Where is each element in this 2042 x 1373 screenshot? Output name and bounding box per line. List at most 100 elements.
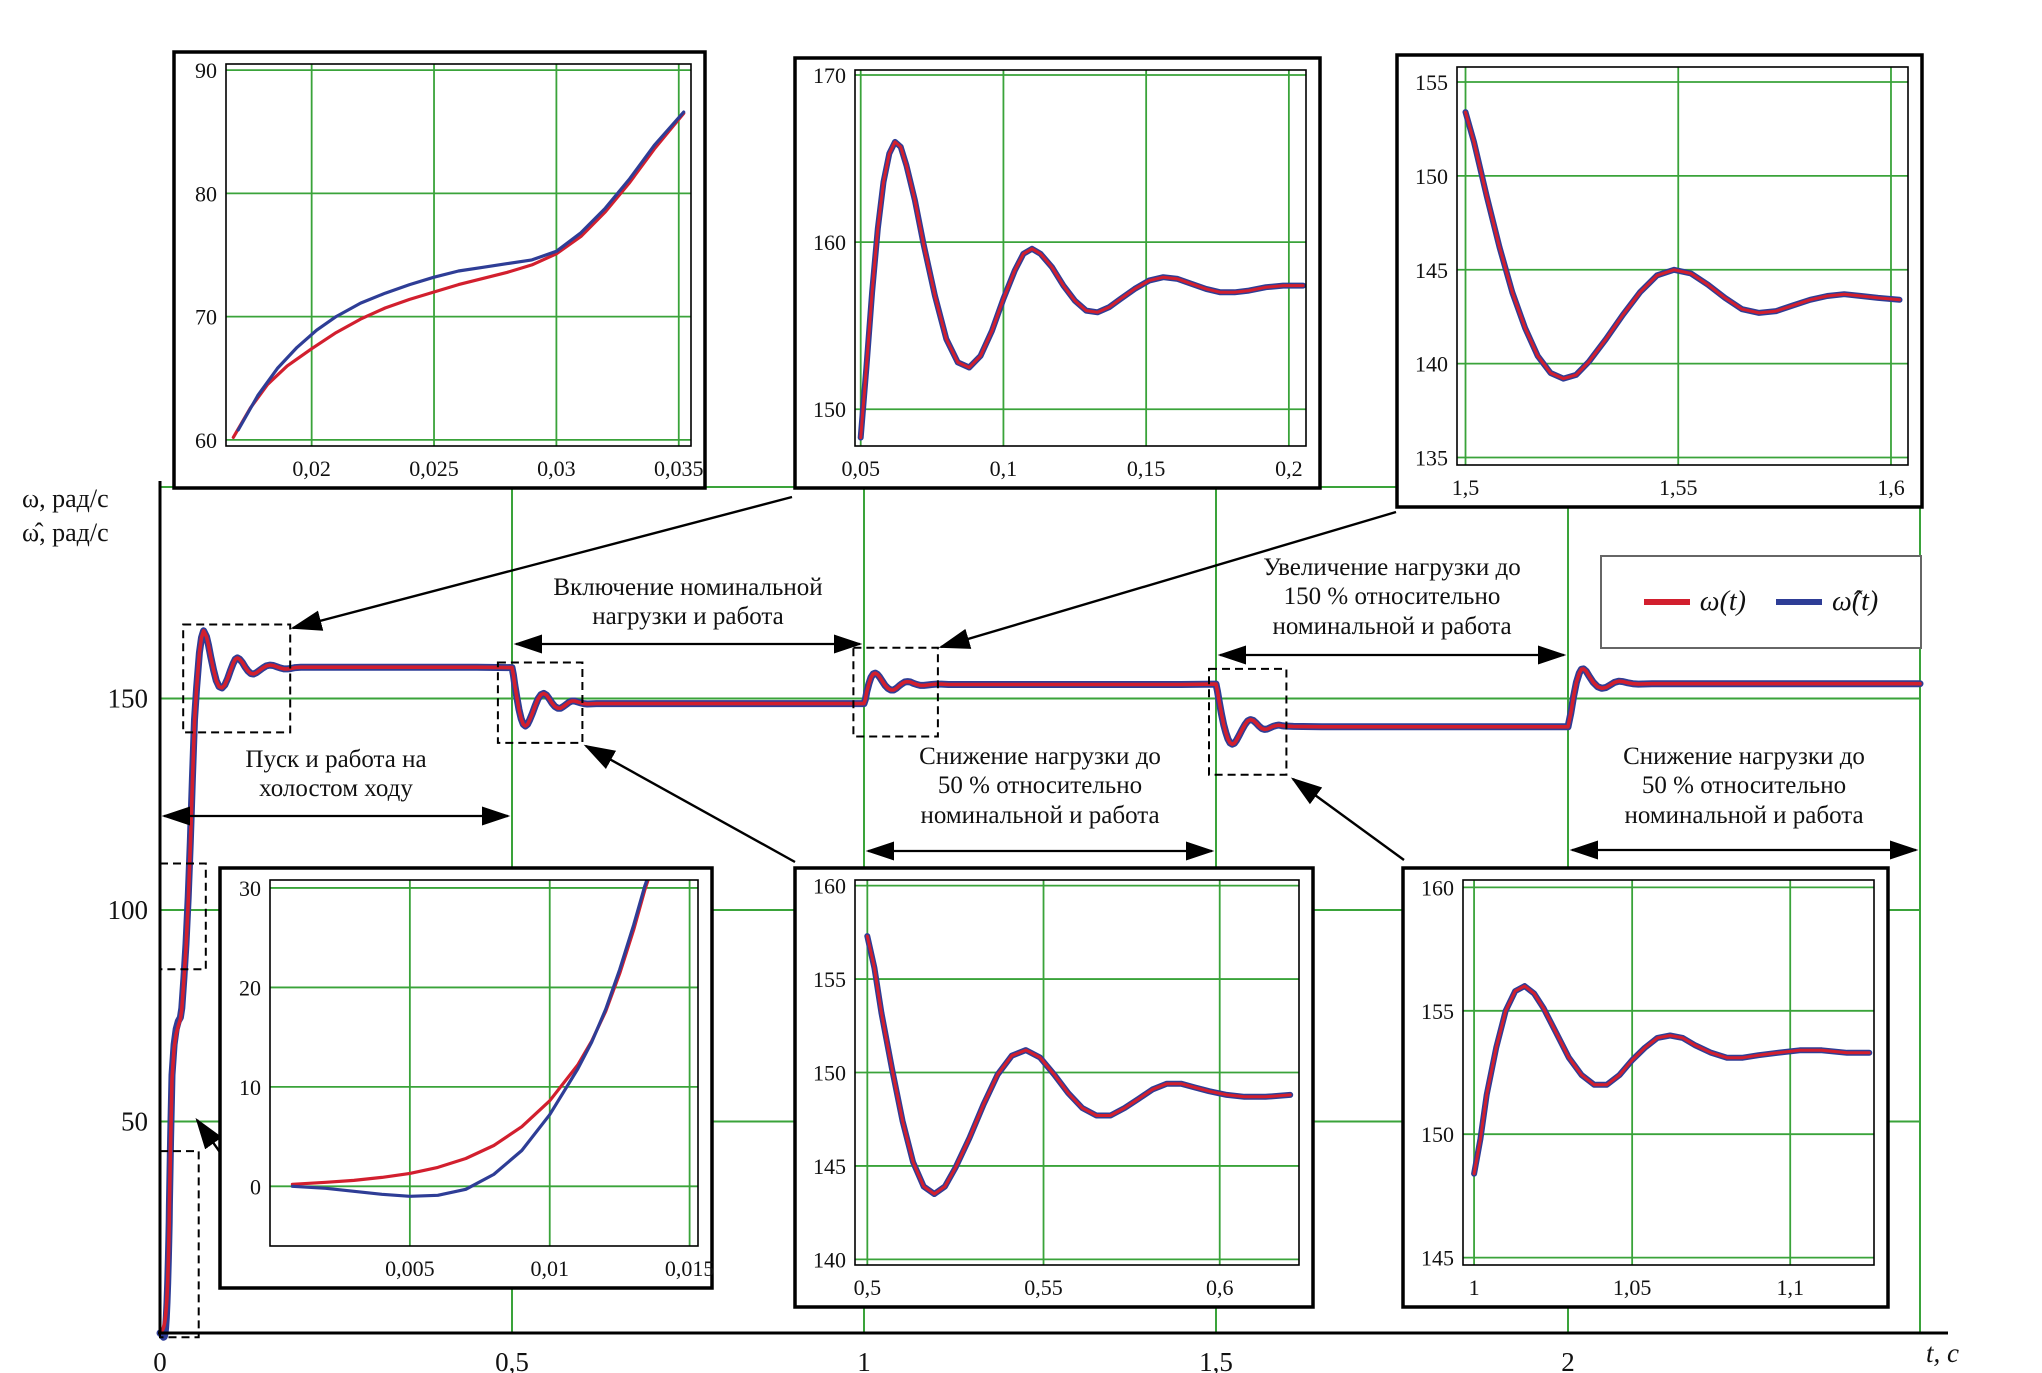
inset-frame — [218, 866, 714, 1290]
inset-load-decrease-50: 1 1,05 1,1 145 150 155 160 — [1401, 866, 1890, 1309]
svg-text:1,1: 1,1 — [1776, 1275, 1804, 1300]
svg-text:0,015: 0,015 — [665, 1256, 714, 1281]
svg-text:140: 140 — [813, 1247, 846, 1272]
inset-load-increase-150-chart: 1,5 1,55 1,6 135 140 145 150 155 — [1395, 53, 1924, 509]
zoom-region-box-5 — [159, 862, 207, 971]
svg-text:155: 155 — [1415, 70, 1448, 95]
legend-item-omega-hat: ω̂(t) — [1776, 586, 1878, 618]
annotation-nominal-load-on: Включение номинальной нагрузки и работа — [553, 574, 823, 631]
omega-curve — [158, 628, 1922, 1335]
annotation-load-decrease-50-second: Снижение нагрузки до 50 % относительно н… — [1623, 743, 1865, 829]
callout-arrow-5 — [195, 1117, 223, 1156]
inset-nominal-load-on-chart: 0,5 0,55 0,6 140 145 150 155 160 — [793, 866, 1315, 1309]
omega-hat-line-swatch — [1776, 599, 1822, 605]
inset-startup-ramp-chart: 0,02 0,025 0,03 0,035 60 70 80 90 — [172, 50, 707, 490]
callout-arrow-1 — [290, 495, 793, 631]
legend-label-omega-hat: ω̂(t) — [1832, 586, 1879, 617]
svg-text:140: 140 — [1415, 352, 1448, 377]
zoom-region-box-6 — [159, 1150, 200, 1339]
svg-text:1: 1 — [857, 1347, 871, 1373]
svg-text:170: 170 — [813, 63, 846, 88]
svg-text:0: 0 — [250, 1174, 261, 1199]
annotation-load-decrease-50-first: Снижение нагрузки до 50 % относительно н… — [919, 743, 1161, 829]
svg-text:0,55: 0,55 — [1024, 1275, 1063, 1300]
svg-text:135: 135 — [1415, 445, 1448, 470]
svg-text:160: 160 — [813, 874, 846, 899]
svg-text:1,6: 1,6 — [1877, 475, 1905, 500]
legend: ω(t) ω̂(t) — [1600, 555, 1922, 649]
svg-text:0,03: 0,03 — [537, 456, 576, 481]
svg-text:1,05: 1,05 — [1613, 1275, 1652, 1300]
omega-curve — [865, 934, 1292, 1196]
y-axis-label: ω, рад/с ω̂, рад/с — [22, 484, 109, 547]
svg-text:60: 60 — [195, 428, 217, 453]
zoom-region-box-1 — [182, 623, 292, 734]
svg-text:150: 150 — [813, 397, 846, 422]
inset-startup-initial-chart: 0,005 0,01 0,015 0 10 20 30 — [218, 866, 714, 1290]
svg-text:80: 80 — [195, 181, 217, 206]
annotation-load-increase-150: Увеличение нагрузки до 150 % относительн… — [1263, 554, 1521, 640]
svg-text:2: 2 — [1561, 1347, 1575, 1373]
svg-text:1,5: 1,5 — [1452, 475, 1480, 500]
annotation-startup-idle: Пуск и работа на холостом ходу — [245, 746, 427, 803]
omega-hat-curve — [236, 110, 686, 432]
callout-arrow-3 — [583, 744, 796, 864]
inset-nominal-load-on: 0,5 0,55 0,6 140 145 150 155 160 — [793, 866, 1315, 1309]
inset-frame — [1401, 866, 1890, 1309]
svg-text:0,2: 0,2 — [1275, 456, 1303, 481]
inset-load-decrease-50-chart: 1 1,05 1,1 145 150 155 160 — [1401, 866, 1890, 1309]
omega-curve — [231, 111, 686, 439]
omega-hat-curve — [290, 880, 649, 1198]
svg-text:145: 145 — [1415, 258, 1448, 283]
svg-text:160: 160 — [1421, 875, 1454, 900]
svg-text:0,15: 0,15 — [1127, 456, 1166, 481]
zoom-region-box-3 — [852, 646, 939, 738]
inset-frame — [793, 866, 1315, 1309]
svg-text:1,5: 1,5 — [1199, 1347, 1233, 1373]
legend-item-omega: ω(t) — [1643, 586, 1746, 618]
svg-text:150: 150 — [1421, 1122, 1454, 1147]
svg-text:0,025: 0,025 — [409, 456, 459, 481]
svg-text:0,5: 0,5 — [495, 1347, 529, 1373]
omega-curve — [859, 140, 1305, 440]
svg-text:0,1: 0,1 — [990, 456, 1018, 481]
svg-text:10: 10 — [239, 1075, 261, 1100]
svg-text:0,5: 0,5 — [854, 1275, 882, 1300]
svg-text:30: 30 — [239, 876, 261, 901]
inset-startup-ramp: 0,02 0,025 0,03 0,035 60 70 80 90 — [172, 50, 707, 490]
callout-arrow-2 — [938, 510, 1397, 649]
zoom-region-box-4 — [1208, 667, 1288, 776]
svg-text:50: 50 — [121, 1107, 148, 1137]
svg-text:0,05: 0,05 — [841, 456, 880, 481]
inset-frame — [172, 50, 707, 490]
callout-arrow-4 — [1290, 777, 1405, 861]
svg-text:0,035: 0,035 — [654, 456, 704, 481]
svg-text:1: 1 — [1469, 1275, 1480, 1300]
inset-frame — [1395, 53, 1924, 509]
svg-text:0: 0 — [153, 1347, 167, 1373]
svg-text:150: 150 — [1415, 164, 1448, 189]
omega-line-swatch — [1643, 599, 1690, 605]
omega-curve — [1464, 110, 1901, 381]
svg-text:70: 70 — [195, 305, 217, 330]
zoom-region-box-2 — [496, 661, 584, 744]
legend-label-omega: ω(t) — [1699, 586, 1746, 617]
svg-text:90: 90 — [195, 58, 217, 83]
inset-startup-initial: 0,005 0,01 0,015 0 10 20 30 — [218, 866, 714, 1290]
inset-startup-overshoot: 0,05 0,1 0,15 0,2 150 160 170 — [793, 56, 1322, 490]
svg-text:150: 150 — [108, 684, 149, 714]
svg-text:100: 100 — [108, 895, 149, 925]
inset-load-increase-150: 1,5 1,55 1,6 135 140 145 150 155 — [1395, 53, 1924, 509]
svg-text:1,55: 1,55 — [1659, 475, 1698, 500]
svg-text:160: 160 — [813, 230, 846, 255]
svg-text:150: 150 — [813, 1061, 846, 1086]
svg-text:155: 155 — [1421, 999, 1454, 1024]
svg-text:0,005: 0,005 — [385, 1256, 435, 1281]
svg-text:0,01: 0,01 — [530, 1256, 569, 1281]
svg-text:145: 145 — [813, 1154, 846, 1179]
svg-text:0,6: 0,6 — [1206, 1275, 1234, 1300]
svg-text:145: 145 — [1421, 1246, 1454, 1271]
svg-text:20: 20 — [239, 975, 261, 1000]
x-axis-label: t, с — [1926, 1338, 1959, 1368]
